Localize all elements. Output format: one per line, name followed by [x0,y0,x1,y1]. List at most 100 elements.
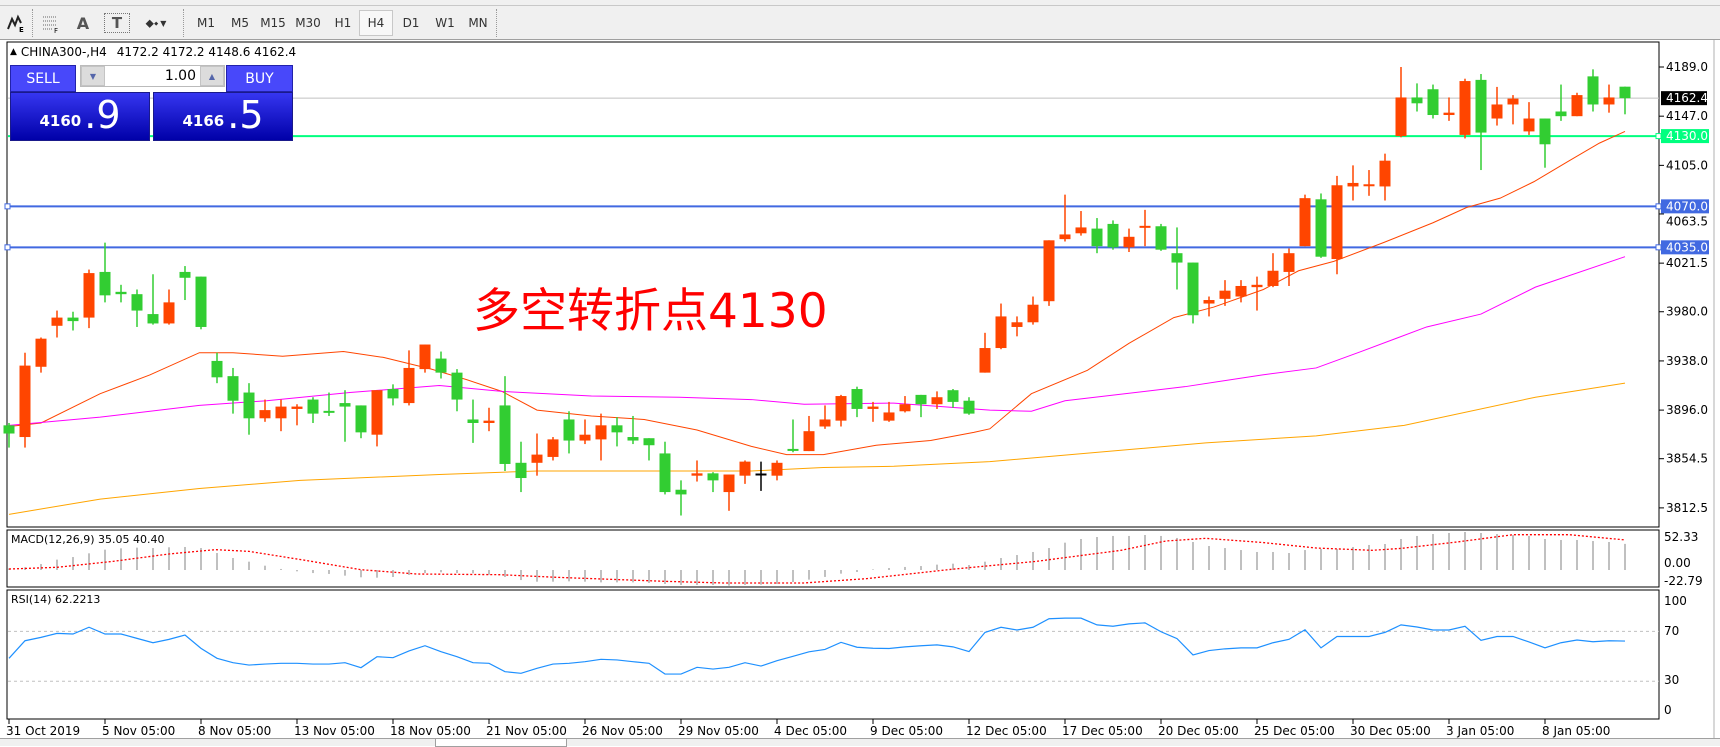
buy-price-button[interactable]: 4166 .5 [153,92,293,141]
candle-body [1187,262,1199,316]
timeframe-m1-button[interactable]: M1 [197,16,215,30]
timeframe-m15-button[interactable]: M15 [260,16,286,30]
sell-price-button[interactable]: 4160 .9 [10,92,150,141]
arrows-icon: ⬥⬩ [145,15,159,30]
candle-body [1331,185,1343,260]
level-handle-icon[interactable] [1655,244,1662,251]
candle [147,274,159,325]
lot-decrease-button[interactable]: ▼ [81,66,105,86]
candle [1011,316,1023,337]
candle-body [1603,97,1615,105]
candle-body [771,462,783,476]
lot-input[interactable] [105,66,200,86]
candle-body [739,461,751,476]
candle [1171,227,1183,290]
chart-annotation-text[interactable]: 多空转折点4130 [473,284,828,339]
toolbar-separator [183,9,184,37]
candle [99,242,111,303]
candle [675,480,687,516]
price-axis-label: 4147.0 [1666,109,1708,123]
lot-increase-button[interactable]: ▲ [200,66,224,86]
candle [371,390,383,447]
level-handle-icon[interactable] [4,203,11,210]
timeframe-d1-button[interactable]: D1 [402,16,420,30]
candle-body [707,473,719,481]
candle [467,399,479,443]
timeframe-w1-button[interactable]: W1 [435,16,455,30]
candle [1475,74,1487,171]
chevron-down-icon: ▼ [89,71,97,81]
level-handle-icon[interactable] [1655,203,1662,210]
candle-body [419,344,431,370]
candle-body [1379,160,1391,187]
rsi-axis-label: 30 [1664,673,1679,687]
sell-button[interactable]: SELL [10,65,76,92]
price-axis-label: 4105.0 [1666,158,1708,172]
text-icon[interactable]: A [76,13,90,33]
timeframe-h1-button[interactable]: H1 [334,16,352,30]
macd-axis-label: -22.79 [1664,574,1703,588]
timeframe-h4-button[interactable]: H4 [359,10,393,36]
candle-body [1011,322,1023,327]
candle-body [1107,223,1119,248]
grid-fibo-icon[interactable]: F [38,10,64,36]
level-handle-icon[interactable] [1655,133,1662,140]
candle [1603,84,1615,113]
time-axis-label: 5 Nov 05:00 [102,724,175,738]
candle [979,332,991,373]
candle [611,417,623,447]
level-handle-icon[interactable] [4,244,11,251]
candle-body [899,404,911,412]
candle-body [851,389,863,409]
arrows-dropdown-button[interactable]: ⬥⬩ ▼ [138,10,174,36]
candle-body [3,425,15,434]
candle [1251,276,1263,311]
level-price-badge [1661,199,1709,214]
text-label-icon[interactable]: T [104,13,130,33]
time-axis-label: 8 Nov 05:00 [198,724,271,738]
candle-body [1507,98,1519,105]
candle-body [1267,270,1279,286]
candle [739,460,751,484]
candle [819,405,831,429]
candle-body [1123,236,1135,248]
toolbar-separator [496,9,497,37]
candle-body [435,358,447,373]
moving-average-line [8,130,1626,456]
candle-body [691,473,703,476]
time-axis-label: 20 Dec 05:00 [1158,724,1239,738]
candle [755,461,767,491]
candle [483,407,495,432]
candle-body [643,438,655,446]
candle [899,396,911,413]
svg-text:F: F [54,27,58,33]
candle [83,269,95,329]
macd-label: MACD(12,26,9) 35.05 40.40 [11,533,165,546]
macd-panel [6,529,1660,588]
candle [1555,84,1567,121]
candle [67,311,79,331]
timeframe-mn-button[interactable]: MN [468,16,488,30]
candle-body [867,406,879,409]
candle-body [227,376,239,401]
candle-body [83,273,95,318]
candle-body [835,396,847,421]
symbol-label: CHINA300-,H4 [20,45,107,59]
timeframe-m5-button[interactable]: M5 [231,16,249,30]
candle [787,419,799,453]
triangle-up-icon[interactable]: ▲ [10,47,17,57]
candle [419,344,431,373]
buy-button[interactable]: BUY [226,65,293,92]
price-axis-label: 3854.5 [1666,452,1708,466]
moving-average-line [8,382,1626,515]
candle [771,460,783,481]
candle [19,352,31,448]
candle-body [51,317,63,326]
timeframe-m30-button[interactable]: M30 [295,16,321,30]
level-price-label: 4035.0 [1666,240,1708,254]
candle [659,441,671,495]
expert-chart-icon[interactable]: E [2,10,30,36]
candle-body [1155,226,1167,250]
candle-body [627,437,639,441]
